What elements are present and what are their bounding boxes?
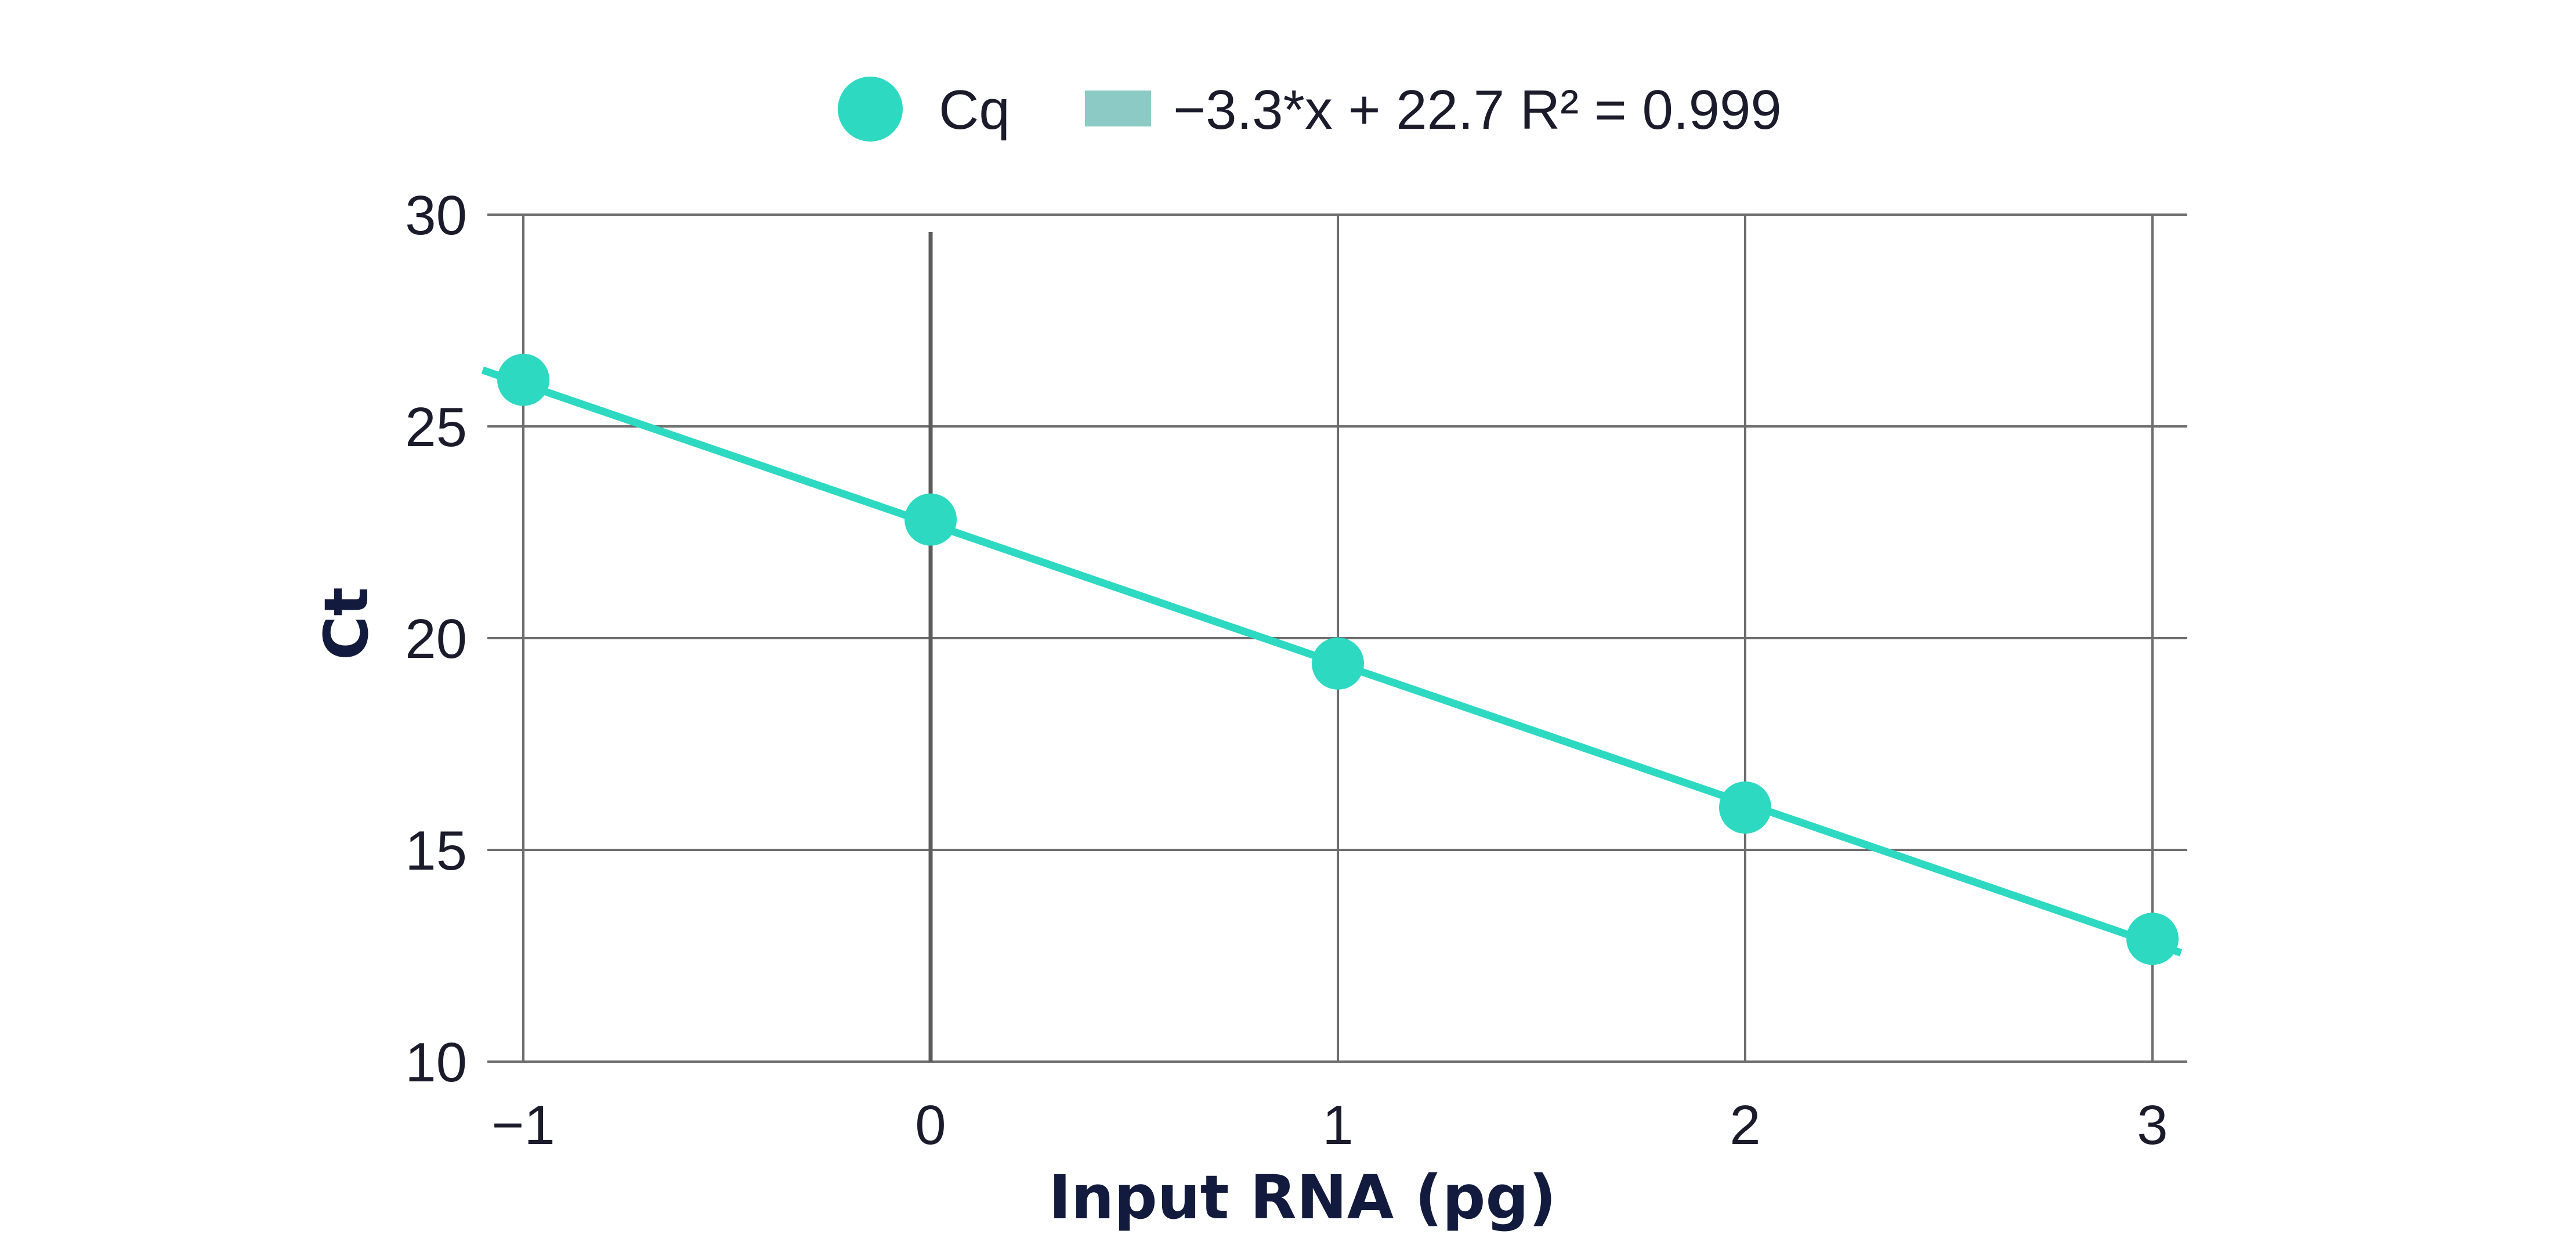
data-point — [1312, 637, 1364, 690]
legend: Cq −3.3*x + 22.7 R² = 0.999 — [838, 77, 1782, 142]
y-axis-ticks: 10 15 20 25 30 — [405, 184, 467, 1094]
legend-marker-fit — [1085, 91, 1151, 126]
x-tick-label: 3 — [2137, 1094, 2168, 1156]
y-tick-label: 15 — [405, 820, 467, 882]
data-point — [1719, 781, 1771, 834]
x-axis-title: Input RNA (pg) — [1049, 1162, 1557, 1233]
y-tick-label: 30 — [405, 184, 467, 247]
data-point — [905, 493, 957, 546]
legend-label-cq: Cq — [939, 79, 1010, 141]
y-axis-title: Ct — [311, 587, 382, 660]
y-tick-label: 10 — [405, 1031, 467, 1094]
legend-marker-cq — [838, 77, 903, 142]
x-tick-label: 1 — [1322, 1094, 1353, 1156]
data-point — [2126, 913, 2179, 965]
data-point — [497, 353, 549, 406]
legend-label-fit: −3.3*x + 22.7 R² = 0.999 — [1173, 79, 1782, 141]
x-tick-label: 0 — [915, 1094, 946, 1156]
y-tick-label: 20 — [405, 608, 467, 670]
data-points — [497, 353, 2179, 965]
x-axis-ticks: −1 0 1 2 3 — [491, 1094, 2168, 1156]
x-tick-label: −1 — [491, 1094, 555, 1156]
y-tick-label: 25 — [405, 396, 467, 458]
x-tick-label: 2 — [1730, 1094, 1760, 1156]
